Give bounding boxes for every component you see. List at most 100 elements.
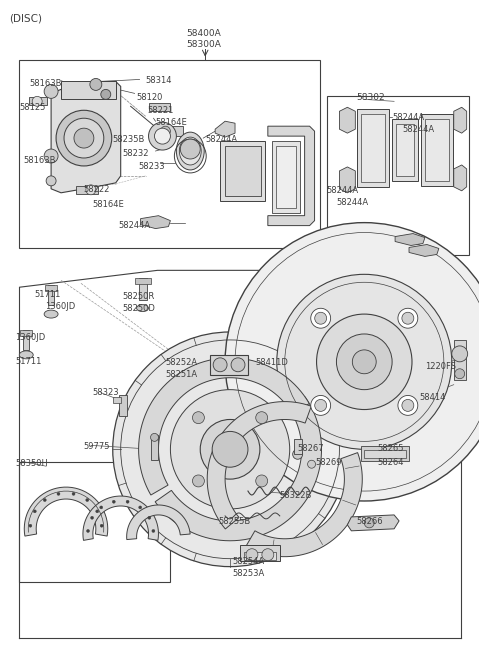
Ellipse shape (180, 137, 201, 165)
Circle shape (402, 312, 414, 324)
Circle shape (170, 389, 290, 509)
Circle shape (452, 346, 468, 362)
Polygon shape (155, 397, 322, 541)
Circle shape (56, 110, 112, 166)
Bar (20, 330, 32, 336)
Text: 58267: 58267 (298, 444, 324, 453)
Circle shape (262, 549, 274, 561)
Bar (48, 285, 54, 305)
Circle shape (402, 399, 414, 411)
Circle shape (44, 84, 58, 98)
Text: 58222: 58222 (83, 185, 109, 194)
Text: 58244A: 58244A (119, 221, 151, 229)
Bar (294, 440, 301, 454)
Polygon shape (139, 358, 309, 495)
Text: 58314: 58314 (145, 76, 172, 86)
Bar (113, 397, 120, 403)
Bar (357, 109, 389, 187)
Text: 58120: 58120 (137, 94, 163, 102)
Circle shape (74, 128, 94, 148)
Circle shape (256, 475, 268, 487)
Text: 58244A: 58244A (205, 135, 237, 144)
Circle shape (64, 118, 104, 158)
Text: 58411D: 58411D (255, 358, 288, 367)
Circle shape (315, 399, 327, 411)
Text: 58244A: 58244A (336, 198, 369, 207)
Bar (244, 552, 276, 559)
Text: 58269: 58269 (315, 458, 342, 467)
Circle shape (44, 149, 58, 163)
Circle shape (148, 122, 176, 150)
Circle shape (256, 412, 268, 424)
Circle shape (43, 499, 46, 501)
Bar (361, 114, 385, 182)
Polygon shape (339, 167, 355, 193)
Polygon shape (127, 505, 190, 540)
Circle shape (86, 185, 96, 195)
Circle shape (180, 139, 200, 159)
Circle shape (455, 369, 465, 379)
Circle shape (352, 350, 376, 374)
Circle shape (200, 420, 260, 479)
Text: 58300A: 58300A (186, 40, 221, 49)
Ellipse shape (137, 304, 148, 312)
Circle shape (57, 492, 60, 496)
Circle shape (33, 510, 36, 513)
Bar (148, 103, 170, 111)
Text: 58266: 58266 (356, 517, 383, 526)
Circle shape (160, 126, 170, 136)
Circle shape (91, 516, 94, 519)
Circle shape (29, 524, 32, 527)
Circle shape (192, 412, 204, 424)
Circle shape (32, 96, 42, 106)
Ellipse shape (19, 351, 33, 359)
Bar (396, 124, 414, 176)
Text: 58232: 58232 (123, 149, 149, 158)
Circle shape (100, 524, 103, 527)
Circle shape (213, 358, 227, 372)
Text: 58163B: 58163B (23, 156, 56, 165)
Bar (364, 450, 406, 458)
Text: 58125: 58125 (19, 103, 46, 112)
Circle shape (192, 475, 204, 487)
Bar (45, 285, 57, 291)
Text: 58255B: 58255B (218, 517, 251, 526)
Polygon shape (24, 487, 108, 536)
Text: 58253A: 58253A (232, 569, 264, 577)
Text: 58250D: 58250D (123, 304, 156, 313)
Text: 58265: 58265 (377, 444, 404, 453)
Circle shape (246, 549, 258, 561)
Circle shape (398, 308, 418, 328)
Bar (139, 278, 146, 300)
Bar (23, 330, 29, 350)
Bar (134, 278, 151, 284)
Circle shape (90, 78, 102, 90)
Circle shape (152, 529, 155, 532)
Bar (119, 395, 127, 416)
Circle shape (398, 395, 418, 415)
Circle shape (277, 274, 452, 449)
Bar (327, 96, 468, 256)
Circle shape (148, 516, 151, 519)
Text: 58244A: 58244A (326, 186, 359, 195)
Text: 58250R: 58250R (123, 292, 155, 301)
Text: (DISC): (DISC) (9, 14, 42, 24)
Text: 58221: 58221 (147, 106, 174, 115)
Text: 58163B: 58163B (29, 80, 62, 88)
Circle shape (101, 90, 111, 100)
Text: 58244A: 58244A (402, 125, 434, 134)
Circle shape (315, 312, 327, 324)
Text: 58164E: 58164E (93, 200, 125, 209)
Circle shape (151, 434, 158, 442)
Text: 58322B: 58322B (280, 491, 312, 500)
Bar (61, 82, 116, 100)
Text: 58414: 58414 (419, 393, 445, 401)
Bar (225, 146, 261, 196)
Polygon shape (51, 82, 120, 193)
Circle shape (112, 500, 115, 503)
Ellipse shape (176, 132, 204, 170)
Circle shape (316, 314, 412, 409)
Polygon shape (454, 165, 467, 191)
Circle shape (100, 506, 103, 509)
Ellipse shape (44, 310, 58, 318)
